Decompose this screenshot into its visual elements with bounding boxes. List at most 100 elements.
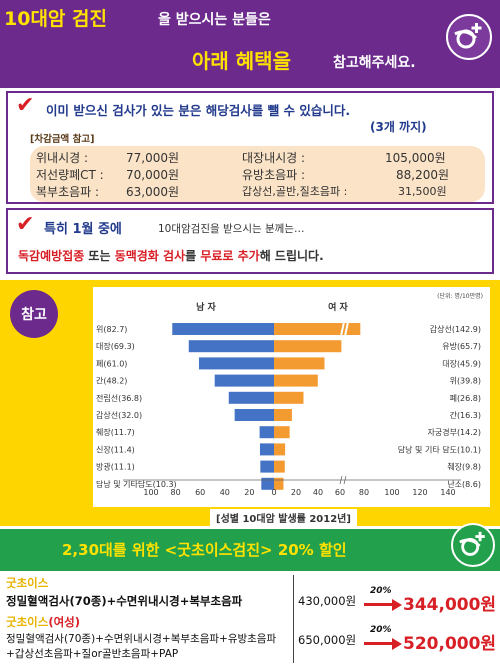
chart-unit-note: (단위: 명/10만명) [437,292,483,300]
male-bar [198,357,274,370]
x-tick-label: 60 [335,488,345,497]
january-offer-title: 특히 1월 중에 [44,222,122,237]
deduction-subtitle: (3개 까지) [370,120,427,134]
discount-arrow-icon [364,603,394,606]
male-bar [172,323,274,335]
female-bar [274,374,318,387]
offer-join-text: 또는 [84,249,115,263]
male-bar-label: 간(48.2) [96,376,127,386]
header-title-rest: 을 받으시는 분들은 [158,12,271,28]
promo-package-desc: 정밀혈액검사(70종)+수면위내시경+복부초음파 [6,594,243,608]
female-bar-label: 대장(45.9) [442,358,481,368]
axis-break-mark [340,321,345,337]
female-bar-label: 폐(26.8) [450,393,481,403]
x-tick-label: 40 [313,488,323,497]
deduction-ref-label: [차감금액 참고] [30,134,95,145]
promo-original-price: 430,000원 [298,594,357,608]
female-bar-label: 자궁경부(14.2) [428,427,482,437]
checkmark-icon: ✔ [16,212,35,237]
offer-arteriosclerosis-test: 동맥경화 검사 [114,249,186,263]
january-offer-panel: ✔ 특히 1월 중에 10대암검진을 받으시는 분께는… 독감예방접종 또는 동… [6,208,494,274]
axis-break-mark [344,321,349,337]
deduction-panel: ✔ 이미 받으신 검사가 있는 분은 해당검사를 뺄 수 있습니다. (3개 까… [6,91,494,204]
deduction-item-price: 105,000원 [385,151,446,165]
female-bar [274,477,284,490]
male-bar-label: 방광(11.1) [96,462,135,472]
male-bar-label: 폐(61.0) [96,358,127,368]
chart-female-label: 여 자 [328,301,348,313]
x-tick-label: 60 [195,488,205,497]
promo-title: 2,30대를 위한 <굿초이스검진> 20% 할인 [62,541,347,559]
x-tick-label: 20 [244,488,254,497]
x-tick-label: 80 [359,488,369,497]
male-bar-label: 담낭 및 기타담도(10.3) [96,479,177,489]
discount-arrowhead-icon [392,637,402,650]
promo-package-name-text: 굿초이스 [6,615,49,629]
female-bar-label: 갑상선(142.9) [430,324,481,334]
promo-discount-pct: 20% [370,586,392,596]
male-bar [259,426,274,439]
january-offer-text: 독감예방접종 또는 동맥경화 검사를 무료로 추가해 드립니다. [18,247,324,264]
female-bar [274,409,292,421]
deduction-item-name: 갑상선,골반,질초음파 : [242,185,348,198]
divider [0,569,500,571]
discount-arrowhead-icon [392,598,402,611]
promo-package-desc: 정밀혈액검사(70종)+수면위내시경+복부초음파+유방초음파 [6,633,277,645]
reference-badge: 참고 [10,290,58,338]
male-bar [260,460,274,473]
female-bar [274,323,361,335]
male-bar [214,374,274,387]
header-banner: 10대암 검진 을 받으시는 분들은 아래 혜택을 참고해주세요. [0,0,500,88]
promo-discount-pct: 20% [370,625,392,635]
x-tick-label: 120 [412,488,427,497]
header-title-highlight: 10대암 검진 [4,8,107,30]
brand-logo-icon [446,14,492,60]
male-bar [234,409,274,421]
female-bar-label: 췌장(9.8) [447,462,481,472]
male-bar-label: 전립선(36.8) [96,393,142,403]
female-bar-label: 난소(8.6) [447,480,481,489]
deduction-title: 이미 받으신 검사가 있는 분은 해당검사를 뺄 수 있습니다. [46,103,351,118]
promo-original-price: 650,000원 [298,633,357,647]
deduction-item-price: 63,000원 [126,185,180,199]
x-tick-label: 0 [271,488,276,497]
deduction-item-name: 유방초음파 : [242,168,306,182]
female-bar-label: 간(16.3) [450,410,481,420]
chart-male-label: 남 자 [196,301,216,313]
checkmark-icon: ✔ [16,93,35,118]
deduction-item-name: 위내시경 : [36,151,89,165]
chart-caption: [성별 10대암 발생률 2012년] [210,509,357,526]
x-tick-label: 40 [220,488,230,497]
x-tick-label: 140 [440,488,455,497]
offer-free-addition: 무료로 추가 [200,249,260,263]
promo-discount-price: 344,000원 [403,595,497,615]
deduction-item-price: 77,000원 [126,151,180,165]
discount-arrow-icon [364,642,394,645]
male-bar-label: 췌장(11.7) [96,427,135,437]
male-bar-label: 위(82.7) [96,325,127,334]
male-bar [228,391,274,404]
x-tick-label: 100 [143,488,158,497]
male-bar-label: 신장(11.4) [96,444,135,454]
male-bar-label: 대장(69.3) [96,341,135,351]
deduction-item-name: 복부초음파 : [36,185,100,199]
female-bar [274,391,304,404]
axis-break-mark [339,475,343,485]
x-tick-label: 20 [291,488,301,497]
female-bar-label: 위(39.8) [450,377,481,386]
promo-package-name: 굿초이스(여성) [6,614,80,630]
male-bar [259,443,274,456]
column-divider [293,575,294,663]
promo-discount-price: 520,000원 [403,634,497,654]
female-bar-label: 유방(65.7) [442,341,481,351]
promo-package-desc: +갑상선초음파+질or골반초음파+PAP [6,648,179,660]
header-line2-highlight: 아래 혜택을 [192,49,291,73]
offer-particle-text: 를 [185,249,201,263]
deduction-item-price: 88,200원 [396,168,450,182]
promo-package-name: 굿초이스 [6,576,49,590]
january-offer-subtitle: 10대암검진을 받으시는 분께는… [158,223,305,235]
offer-end-text: 해 드립니다. [259,249,324,263]
male-bar-label: 갑상선(32.0) [96,410,142,420]
